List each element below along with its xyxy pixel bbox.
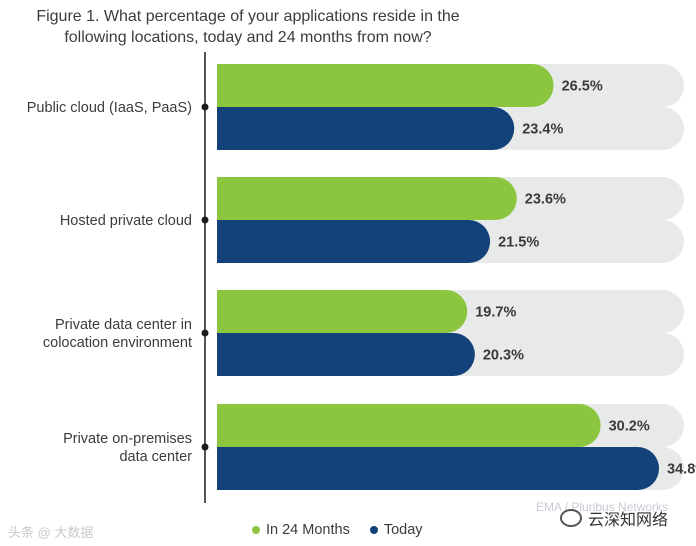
value-label-in-24-months-4: 30.2% bbox=[609, 419, 650, 435]
value-label-in-24-months-1: 26.5% bbox=[562, 79, 603, 95]
legend-label-in-24-months: In 24 Months bbox=[266, 522, 350, 538]
axis-marker-3 bbox=[201, 329, 209, 337]
category-label-3-line-2: colocation environment bbox=[43, 335, 192, 351]
legend-item-today: Today bbox=[369, 522, 423, 538]
watermark-right-label: 云深知网络 bbox=[588, 512, 669, 529]
legend-dot-in-24-months bbox=[252, 526, 260, 534]
bar-in-24-months-4 bbox=[217, 404, 601, 447]
category-label-4-line-1: Private on-premises bbox=[63, 431, 192, 447]
wechat-icon bbox=[560, 509, 582, 527]
value-label-today-2: 21.5% bbox=[498, 235, 539, 251]
chart-title-line-1: Figure 1. What percentage of your applic… bbox=[36, 8, 460, 25]
legend-label-today: Today bbox=[383, 522, 423, 538]
bar-today-3 bbox=[217, 333, 475, 376]
axis-marker-1 bbox=[201, 103, 209, 111]
axis-marker-2 bbox=[201, 216, 209, 224]
watermark-left: 头条 @ 大数据 bbox=[8, 525, 94, 540]
bar-today-4 bbox=[217, 447, 660, 490]
value-label-today-1: 23.4% bbox=[522, 122, 563, 138]
watermark-right: 云深知网络 bbox=[560, 506, 668, 530]
category-label-4-line-2: data center bbox=[119, 449, 192, 465]
legend-item-in-24-months: In 24 Months bbox=[252, 522, 350, 538]
chart-title: Figure 1. What percentage of your applic… bbox=[8, 6, 488, 48]
bar-today-2 bbox=[217, 220, 491, 263]
value-label-in-24-months-2: 23.6% bbox=[525, 192, 566, 208]
category-label-2-line-1: Hosted private cloud bbox=[60, 213, 192, 229]
chart-title-line-2: following locations, today and 24 months… bbox=[64, 29, 432, 46]
value-label-today-3: 20.3% bbox=[483, 348, 524, 364]
bar-today-1 bbox=[217, 107, 515, 150]
axis-marker-4 bbox=[201, 443, 209, 451]
bar-in-24-months-2 bbox=[217, 177, 517, 220]
category-label-1-line-1: Public cloud (IaaS, PaaS) bbox=[27, 100, 192, 116]
value-label-today-4: 34.8% bbox=[667, 462, 696, 478]
category-label-3-line-1: Private data center in bbox=[55, 317, 192, 333]
legend-dot-today bbox=[369, 526, 378, 534]
legend: In 24 Months Today bbox=[252, 522, 423, 538]
bar-in-24-months-3 bbox=[217, 290, 468, 333]
value-label-in-24-months-3: 19.7% bbox=[475, 305, 516, 321]
bar-in-24-months-1 bbox=[217, 64, 554, 107]
